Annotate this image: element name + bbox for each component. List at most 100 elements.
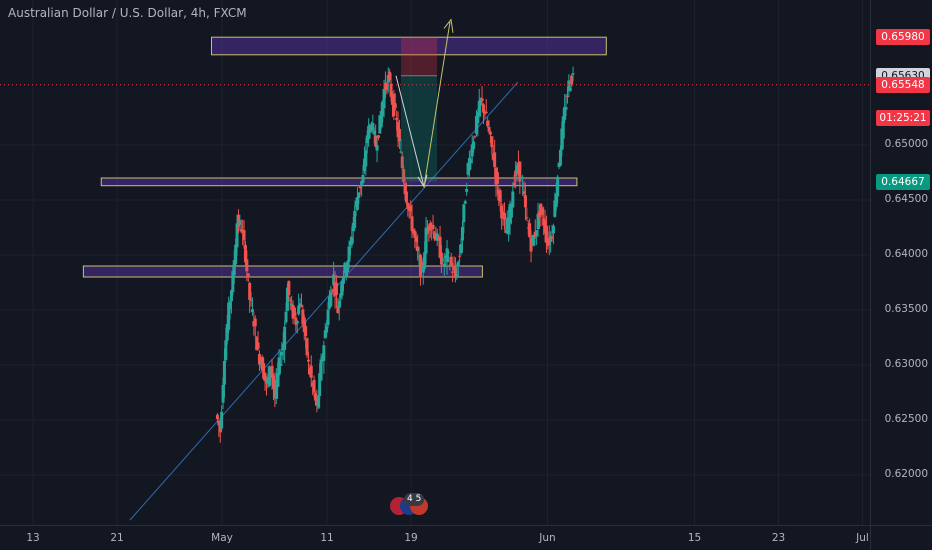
- candle-body: [295, 320, 299, 324]
- candle-body: [361, 174, 365, 183]
- candle-body: [312, 379, 316, 393]
- candle-body: [231, 271, 235, 293]
- candle-body: [406, 202, 410, 209]
- candle-body: [374, 135, 378, 147]
- candle-body: [234, 244, 238, 265]
- candle-body: [232, 260, 236, 276]
- candle-body: [403, 183, 407, 195]
- candle-body: [402, 169, 406, 182]
- candle-body: [409, 205, 413, 212]
- candle-body: [336, 306, 340, 313]
- candle-body: [372, 130, 376, 135]
- candle-body: [360, 180, 364, 187]
- candle-body: [458, 255, 462, 257]
- y-tick-label: 0.62500: [884, 413, 928, 425]
- candle-body: [525, 217, 529, 219]
- price-badge: 0.65548: [876, 76, 930, 93]
- candle-body: [462, 204, 466, 223]
- candle-body: [353, 211, 357, 229]
- candle-body: [484, 111, 488, 114]
- candle-body: [488, 131, 492, 135]
- candle-body: [442, 263, 446, 266]
- candle-body: [319, 359, 323, 381]
- candle-body: [280, 352, 284, 356]
- candle-body: [535, 230, 539, 237]
- candle-body: [358, 185, 362, 189]
- candle-body: [523, 195, 527, 208]
- candle-body: [449, 256, 453, 265]
- lower-support-zone: [82, 265, 483, 278]
- candle-body: [301, 309, 305, 325]
- candle-body: [379, 110, 383, 128]
- candle-body: [270, 365, 274, 378]
- candle-body: [299, 304, 303, 307]
- economic-events[interactable]: 4 5: [390, 493, 434, 519]
- candle-body: [288, 300, 292, 302]
- candle-body: [511, 191, 515, 208]
- candle-body: [371, 122, 375, 131]
- candle-body: [284, 311, 288, 323]
- candle-body: [290, 303, 294, 306]
- price-badge: 0.65980: [876, 29, 930, 46]
- candle-body: [476, 112, 480, 124]
- candle-body: [262, 363, 266, 379]
- candle-body: [385, 83, 389, 91]
- candle-body: [323, 330, 327, 339]
- candle-body: [382, 89, 386, 109]
- candle-body: [451, 271, 455, 273]
- candle-body: [326, 309, 330, 325]
- candle-body: [410, 216, 414, 232]
- y-tick-label: 0.65000: [884, 138, 928, 150]
- candle-body: [246, 273, 250, 278]
- candle-body: [228, 301, 232, 310]
- candle-body: [277, 357, 281, 376]
- candle-body: [271, 375, 275, 389]
- candle-body: [536, 213, 540, 230]
- candle-body: [276, 372, 280, 388]
- candle-body: [544, 225, 548, 243]
- x-tick-label: 13: [26, 532, 40, 544]
- candle-body: [239, 229, 243, 232]
- candle-body: [292, 307, 296, 317]
- x-tick-label: 15: [687, 532, 702, 544]
- candle-body: [220, 411, 224, 429]
- candle-body: [316, 396, 320, 408]
- x-tick-label: 21: [110, 532, 124, 544]
- candle-body: [400, 156, 404, 168]
- candle-body: [263, 372, 267, 381]
- drawings: [82, 36, 607, 521]
- candle-body: [297, 305, 301, 315]
- candle-body: [347, 246, 351, 262]
- overlay: [0, 18, 870, 189]
- candle-body: [561, 116, 565, 139]
- candle-body: [521, 184, 525, 187]
- candle-body: [357, 192, 361, 198]
- candle-body: [452, 265, 456, 270]
- y-tick-label: 0.64500: [884, 193, 928, 205]
- candle-body: [553, 200, 557, 217]
- candle-body: [483, 112, 487, 115]
- candle-body: [519, 177, 523, 179]
- candle-body: [389, 83, 393, 97]
- candle-body: [343, 262, 347, 273]
- candle-body: [565, 95, 569, 97]
- candle-body: [556, 176, 560, 197]
- candle-body: [404, 191, 408, 203]
- candle-body: [421, 265, 425, 273]
- candle-body: [456, 261, 460, 267]
- candle-body: [222, 360, 226, 385]
- candle-body: [242, 230, 246, 241]
- candle-body: [318, 373, 322, 397]
- candle-body: [322, 345, 326, 361]
- candle-body: [253, 318, 257, 327]
- candle-body: [376, 135, 380, 138]
- candle-body: [215, 414, 219, 420]
- candle-body: [278, 364, 282, 366]
- candle-body: [498, 190, 502, 203]
- candle-body: [302, 317, 306, 333]
- candle-body: [416, 246, 420, 252]
- chart-title: Australian Dollar / U.S. Dollar, 4h, FXC…: [8, 6, 247, 20]
